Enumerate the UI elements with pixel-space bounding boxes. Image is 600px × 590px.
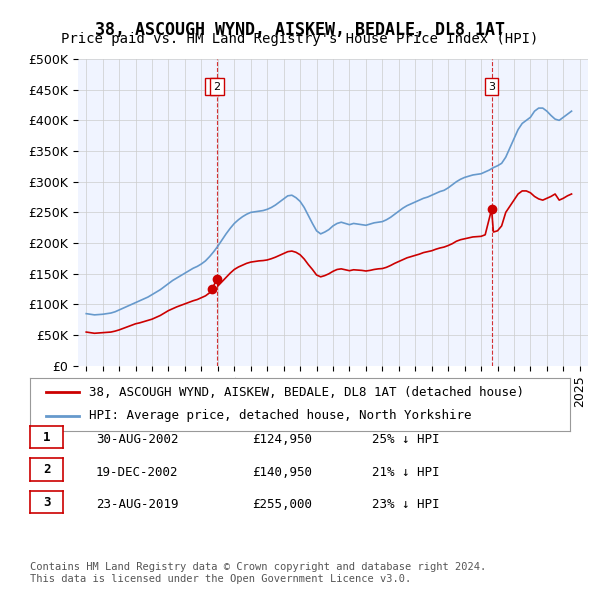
Text: 3: 3 [488,81,495,91]
Text: 19-DEC-2002: 19-DEC-2002 [96,466,179,478]
Text: £255,000: £255,000 [252,498,312,511]
Text: 21% ↓ HPI: 21% ↓ HPI [372,466,439,478]
Text: HPI: Average price, detached house, North Yorkshire: HPI: Average price, detached house, Nort… [89,409,472,422]
Text: 23-AUG-2019: 23-AUG-2019 [96,498,179,511]
Text: 23% ↓ HPI: 23% ↓ HPI [372,498,439,511]
Text: Price paid vs. HM Land Registry's House Price Index (HPI): Price paid vs. HM Land Registry's House … [61,32,539,47]
Text: 25% ↓ HPI: 25% ↓ HPI [372,433,439,446]
Text: 2: 2 [214,81,221,91]
Text: £124,950: £124,950 [252,433,312,446]
Text: 38, ASCOUGH WYND, AISKEW, BEDALE, DL8 1AT: 38, ASCOUGH WYND, AISKEW, BEDALE, DL8 1A… [95,21,505,39]
Text: 3: 3 [43,496,50,509]
Text: 30-AUG-2002: 30-AUG-2002 [96,433,179,446]
Text: £140,950: £140,950 [252,466,312,478]
Text: 1: 1 [43,431,50,444]
Text: 2: 2 [43,463,50,476]
Text: 1: 1 [209,81,216,91]
Text: Contains HM Land Registry data © Crown copyright and database right 2024.
This d: Contains HM Land Registry data © Crown c… [30,562,486,584]
Text: 38, ASCOUGH WYND, AISKEW, BEDALE, DL8 1AT (detached house): 38, ASCOUGH WYND, AISKEW, BEDALE, DL8 1A… [89,386,524,399]
